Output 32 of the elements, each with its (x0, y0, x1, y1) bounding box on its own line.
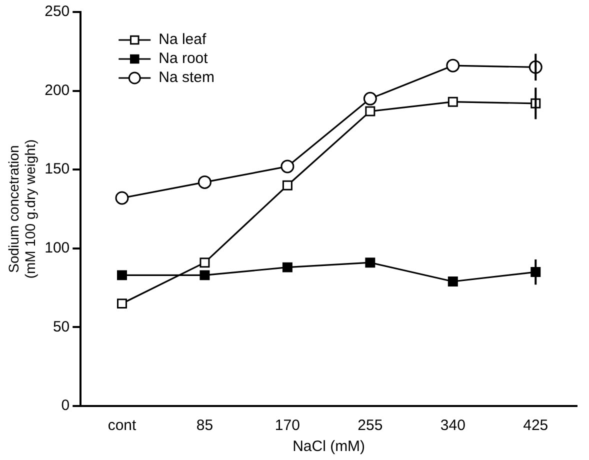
x-axis-title: NaCl (mM) (292, 438, 366, 456)
point (363, 92, 377, 106)
x-tick-label: 170 (274, 417, 300, 434)
y-tick-label: 100 (44, 240, 70, 257)
point (365, 106, 376, 116)
point (365, 258, 376, 268)
legend-label: Na stem (158, 69, 214, 86)
point (448, 96, 458, 107)
y-tick-label: 50 (52, 318, 70, 336)
y-axis-title: Sodium concetration (mM 100 g.dry weight) (5, 139, 38, 279)
x-tick-label: cont (108, 417, 137, 434)
y-tick-label: 250 (44, 3, 70, 20)
point (282, 262, 292, 272)
x-tick-label: 255 (358, 417, 383, 434)
point (280, 160, 294, 174)
point (198, 175, 212, 189)
legend-label: Na root (158, 50, 209, 68)
legend-label: Na leaf (158, 31, 207, 48)
x-tick-label: 85 (196, 417, 214, 434)
point (446, 58, 460, 72)
point (282, 180, 292, 190)
x-tick-label: 425 (523, 417, 548, 434)
point (117, 298, 127, 309)
point (200, 258, 210, 268)
point (200, 270, 210, 280)
y-tick-label: 200 (44, 82, 70, 99)
y-tick-label: 150 (44, 160, 70, 178)
point (115, 191, 129, 205)
point (117, 270, 127, 280)
point (448, 276, 458, 286)
y-tick-label: 0 (61, 397, 70, 414)
x-tick-label: 340 (440, 417, 466, 434)
